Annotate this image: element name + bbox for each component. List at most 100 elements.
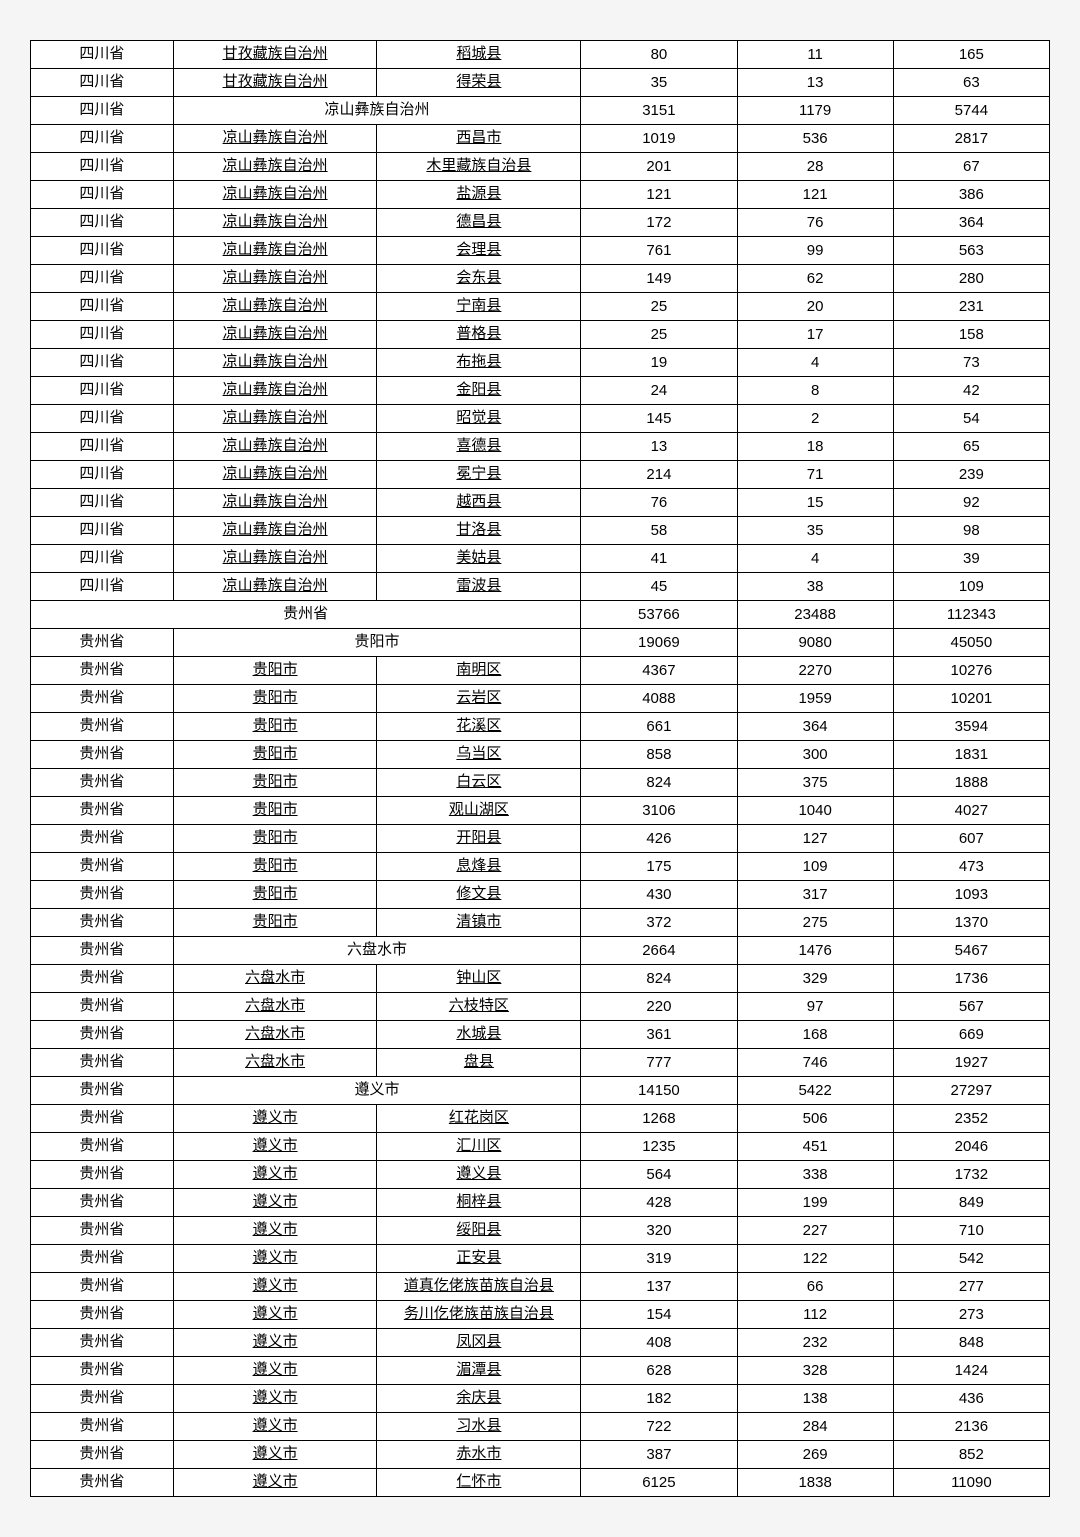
value-cell-v1: 25 bbox=[581, 321, 737, 349]
province-cell: 贵州省 bbox=[31, 1441, 174, 1469]
value-cell-v1: 824 bbox=[581, 769, 737, 797]
value-cell-v1: 201 bbox=[581, 153, 737, 181]
value-cell-v2: 451 bbox=[737, 1133, 893, 1161]
prefecture-cell: 贵阳市 bbox=[173, 909, 377, 937]
value-cell-v1: 408 bbox=[581, 1329, 737, 1357]
prefecture-cell: 遵义市 bbox=[173, 1133, 377, 1161]
value-cell-v1: 6125 bbox=[581, 1469, 737, 1497]
county-cell: 六枝特区 bbox=[377, 993, 581, 1021]
province-cell: 贵州省 bbox=[31, 1077, 174, 1105]
value-cell-v3: 849 bbox=[893, 1189, 1049, 1217]
table-row: 四川省凉山彝族自治州木里藏族自治县2012867 bbox=[31, 153, 1050, 181]
value-cell-v2: 269 bbox=[737, 1441, 893, 1469]
province-cell: 贵州省 bbox=[31, 1021, 174, 1049]
county-cell: 乌当区 bbox=[377, 741, 581, 769]
value-cell-v1: 19069 bbox=[581, 629, 737, 657]
value-cell-v1: 182 bbox=[581, 1385, 737, 1413]
prefecture-cell: 贵阳市 bbox=[173, 629, 581, 657]
prefecture-cell: 遵义市 bbox=[173, 1245, 377, 1273]
table-row: 四川省凉山彝族自治州美姑县41439 bbox=[31, 545, 1050, 573]
prefecture-cell: 遵义市 bbox=[173, 1301, 377, 1329]
prefecture-cell: 凉山彝族自治州 bbox=[173, 293, 377, 321]
county-cell: 花溪区 bbox=[377, 713, 581, 741]
prefecture-cell: 六盘水市 bbox=[173, 1021, 377, 1049]
value-cell-v1: 564 bbox=[581, 1161, 737, 1189]
prefecture-cell: 遵义市 bbox=[173, 1273, 377, 1301]
value-cell-v1: 149 bbox=[581, 265, 737, 293]
table-row: 贵州省贵阳市19069908045050 bbox=[31, 629, 1050, 657]
table-row: 四川省凉山彝族自治州德昌县17276364 bbox=[31, 209, 1050, 237]
prefecture-cell: 贵阳市 bbox=[173, 853, 377, 881]
county-cell: 宁南县 bbox=[377, 293, 581, 321]
table-row: 四川省凉山彝族自治州315111795744 bbox=[31, 97, 1050, 125]
prefecture-cell: 凉山彝族自治州 bbox=[173, 265, 377, 293]
value-cell-v1: 1019 bbox=[581, 125, 737, 153]
value-cell-v3: 277 bbox=[893, 1273, 1049, 1301]
province-cell: 贵州省 bbox=[31, 657, 174, 685]
value-cell-v1: 3106 bbox=[581, 797, 737, 825]
province-cell: 贵州省 bbox=[31, 1049, 174, 1077]
prefecture-cell: 遵义市 bbox=[173, 1217, 377, 1245]
prefecture-cell: 六盘水市 bbox=[173, 1049, 377, 1077]
prefecture-cell: 遵义市 bbox=[173, 1413, 377, 1441]
table-row: 贵州省遵义市绥阳县320227710 bbox=[31, 1217, 1050, 1245]
province-cell: 四川省 bbox=[31, 545, 174, 573]
value-cell-v1: 19 bbox=[581, 349, 737, 377]
table-row: 贵州省贵阳市开阳县426127607 bbox=[31, 825, 1050, 853]
province-cell: 贵州省 bbox=[31, 1469, 174, 1497]
county-cell: 会理县 bbox=[377, 237, 581, 265]
value-cell-v1: 35 bbox=[581, 69, 737, 97]
county-cell: 南明区 bbox=[377, 657, 581, 685]
value-cell-v1: 58 bbox=[581, 517, 737, 545]
province-cell: 四川省 bbox=[31, 41, 174, 69]
province-cell: 贵州省 bbox=[31, 1133, 174, 1161]
value-cell-v1: 45 bbox=[581, 573, 737, 601]
value-cell-v1: 53766 bbox=[581, 601, 737, 629]
table-row: 贵州省5376623488112343 bbox=[31, 601, 1050, 629]
value-cell-v2: 284 bbox=[737, 1413, 893, 1441]
value-cell-v2: 300 bbox=[737, 741, 893, 769]
value-cell-v2: 11 bbox=[737, 41, 893, 69]
value-cell-v3: 10276 bbox=[893, 657, 1049, 685]
value-cell-v3: 1093 bbox=[893, 881, 1049, 909]
value-cell-v2: 2 bbox=[737, 405, 893, 433]
prefecture-cell: 凉山彝族自治州 bbox=[173, 349, 377, 377]
county-cell: 德昌县 bbox=[377, 209, 581, 237]
value-cell-v2: 15 bbox=[737, 489, 893, 517]
value-cell-v3: 563 bbox=[893, 237, 1049, 265]
value-cell-v1: 121 bbox=[581, 181, 737, 209]
county-cell: 清镇市 bbox=[377, 909, 581, 937]
value-cell-v3: 669 bbox=[893, 1021, 1049, 1049]
table-row: 贵州省六盘水市六枝特区22097567 bbox=[31, 993, 1050, 1021]
value-cell-v1: 361 bbox=[581, 1021, 737, 1049]
value-cell-v3: 3594 bbox=[893, 713, 1049, 741]
county-cell: 金阳县 bbox=[377, 377, 581, 405]
prefecture-cell: 甘孜藏族自治州 bbox=[173, 41, 377, 69]
prefecture-cell: 凉山彝族自治州 bbox=[173, 237, 377, 265]
province-cell: 四川省 bbox=[31, 405, 174, 433]
value-cell-v2: 121 bbox=[737, 181, 893, 209]
province-cell: 贵州省 bbox=[31, 853, 174, 881]
prefecture-cell: 六盘水市 bbox=[173, 937, 581, 965]
province-cell: 贵州省 bbox=[31, 601, 581, 629]
value-cell-v3: 473 bbox=[893, 853, 1049, 881]
prefecture-cell: 凉山彝族自治州 bbox=[173, 97, 581, 125]
table-row: 贵州省遵义市习水县7222842136 bbox=[31, 1413, 1050, 1441]
table-row: 贵州省贵阳市南明区4367227010276 bbox=[31, 657, 1050, 685]
value-cell-v1: 1268 bbox=[581, 1105, 737, 1133]
table-row: 贵州省遵义市余庆县182138436 bbox=[31, 1385, 1050, 1413]
province-cell: 四川省 bbox=[31, 209, 174, 237]
value-cell-v1: 76 bbox=[581, 489, 737, 517]
table-row: 四川省凉山彝族自治州会理县76199563 bbox=[31, 237, 1050, 265]
province-cell: 四川省 bbox=[31, 489, 174, 517]
value-cell-v3: 5467 bbox=[893, 937, 1049, 965]
province-cell: 贵州省 bbox=[31, 1161, 174, 1189]
value-cell-v2: 1838 bbox=[737, 1469, 893, 1497]
province-cell: 贵州省 bbox=[31, 1385, 174, 1413]
prefecture-cell: 凉山彝族自治州 bbox=[173, 153, 377, 181]
value-cell-v1: 2664 bbox=[581, 937, 737, 965]
prefecture-cell: 凉山彝族自治州 bbox=[173, 181, 377, 209]
value-cell-v1: 428 bbox=[581, 1189, 737, 1217]
county-cell: 红花岗区 bbox=[377, 1105, 581, 1133]
table-row: 贵州省遵义市凤冈县408232848 bbox=[31, 1329, 1050, 1357]
